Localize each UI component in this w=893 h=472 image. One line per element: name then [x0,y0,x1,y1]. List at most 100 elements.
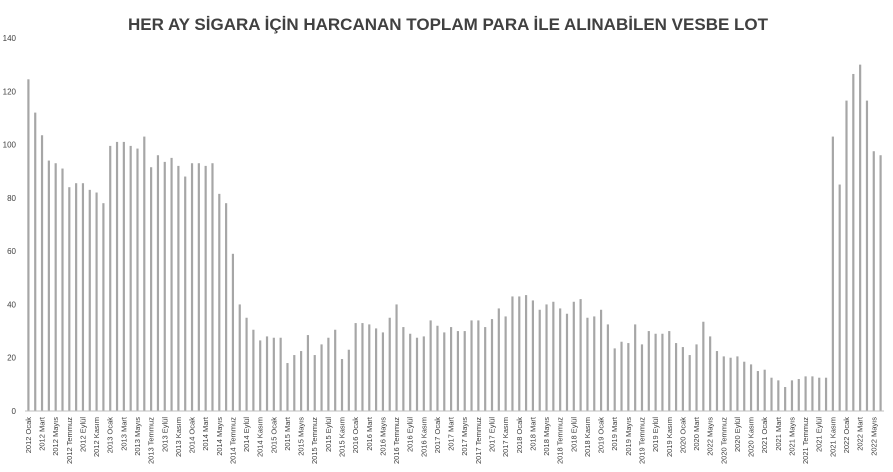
bar [109,145,112,411]
x-tick-label: 2020 Mart [692,416,701,451]
bar [545,304,548,411]
x-tick-label: 2018 Eylül [569,417,578,452]
bar [770,377,773,411]
bar [599,309,603,411]
bar [606,324,609,411]
bar [170,157,173,411]
y-tick-label: 20 [7,354,16,363]
bar [790,380,794,411]
bar [763,369,766,411]
bar [777,380,780,411]
bar [61,168,64,411]
bar [613,348,616,411]
bar [252,329,255,411]
bar [497,308,500,411]
bar [518,296,521,411]
bar [477,320,480,411]
y-tick-label: 140 [3,34,17,43]
x-tick-label: 2021 Eylül [815,417,824,452]
bar [313,355,316,411]
x-tick-label: 2015 Kasım [338,417,347,457]
x-tick-label: 2021 Mayıs [787,417,796,456]
bar [197,163,200,411]
bar [225,203,228,411]
x-tick-label: 2016 Mart [365,416,374,451]
x-tick-label: 2018 Ocak [515,417,524,454]
x-tick-label: 2017 Eylül [488,417,497,452]
bar [375,328,378,411]
x-tick-label: 2018 Mayıs [542,417,551,456]
x-tick-label: 2017 Ocak [433,417,442,454]
bar [634,324,637,411]
bar [340,359,344,411]
bar [756,371,759,411]
bar [381,332,385,411]
bar [286,363,289,411]
bar [674,343,678,411]
x-tick-label: 2020 Eylül [733,417,742,452]
x-tick-label: 2017 Mart [447,416,456,451]
x-tick-label: 2017 Kasım [501,417,510,457]
x-tick-label: 2012 Ocak [24,417,33,454]
bar [163,161,166,411]
x-tick-label: 2018 Temmuz [556,417,565,464]
bar [845,100,848,412]
x-tick-label: 2019 Mart [610,416,619,451]
x-tick-label: 2012 Kasım [92,417,101,457]
bar [572,301,575,411]
x-tick-label: 2015 Ocak [269,417,278,454]
y-axis-ticks: 0 20 40 60 80 100 120 140 [3,34,17,416]
x-tick-label: 2019 Eylül [651,417,660,452]
bar [231,253,235,411]
bar [838,184,841,411]
x-tick-label: 2013 Mart [119,416,128,451]
x-tick-label: 2017 Temmuz [474,417,483,464]
bar [722,356,725,411]
bar [559,308,562,411]
y-tick-label: 80 [7,194,16,203]
bar [184,176,187,411]
bar [238,304,241,411]
bar [354,323,357,411]
bar [429,320,432,411]
bars [27,64,882,412]
bar [749,364,753,412]
bar [47,160,50,411]
x-tick-label: 2013 Kasım [174,417,183,457]
bar [368,324,371,411]
x-tick-label: 2012 Eylül [78,417,87,452]
x-tick-label: 2015 Mart [283,416,292,451]
x-tick-label: 2016 Temmuz [392,417,401,464]
x-tick-label: 2013 Eylül [160,417,169,452]
bar [852,73,855,411]
x-tick-label: 2021 Kasım [828,417,837,457]
bar [484,327,487,411]
bar [306,335,310,411]
bar [245,317,248,411]
x-tick-label: 2019 Mayıs [624,417,633,456]
bar [415,337,419,411]
x-tick-label: 2021 Mart [774,416,783,451]
bar [859,64,862,411]
bar [695,344,698,411]
bar [524,295,528,411]
bar [709,336,712,411]
bar [259,340,262,411]
x-tick-label: 2020 Temmuz [719,417,728,464]
bar [552,301,555,411]
x-tick-label: 2012 Temmuz [65,417,74,464]
bar [531,300,534,411]
bar [115,141,119,411]
x-tick-label: 2020 Kasım [747,417,756,457]
x-tick-label: 2012 Mart [38,416,47,451]
bar [334,329,337,411]
bar [586,317,589,411]
x-tick-label: 2019 Temmuz [637,417,646,464]
bar [122,141,125,411]
x-tick-label: 2016 Kasım [419,417,428,457]
bar [27,79,30,412]
y-tick-label: 60 [7,247,16,256]
bar [640,344,644,411]
x-tick-label: 2014 Mayıs [215,417,224,456]
bar [81,183,85,411]
